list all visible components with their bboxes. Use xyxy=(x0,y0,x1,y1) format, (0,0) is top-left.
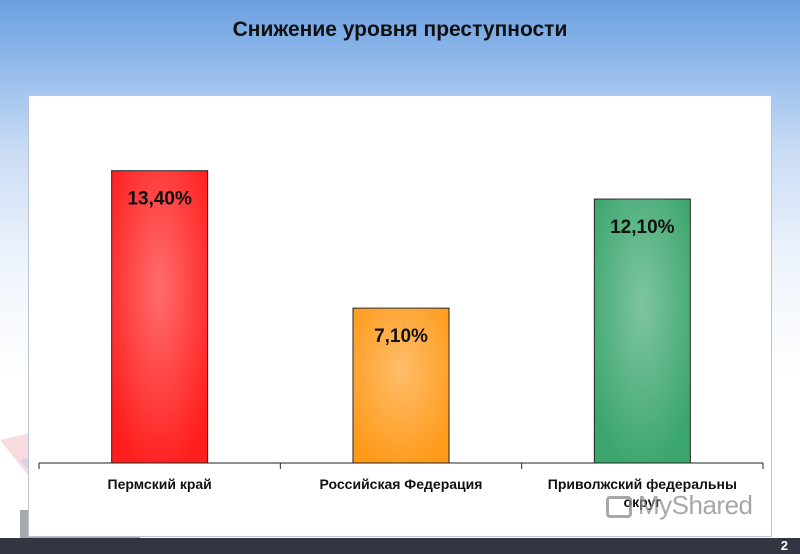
bar-value-label: 7,10% xyxy=(374,326,428,347)
bar-shine-3 xyxy=(594,199,691,463)
watermark-logo: MyShared xyxy=(606,490,766,526)
bar-value-label: 12,10% xyxy=(610,217,675,238)
bar-value-label: 13,40% xyxy=(127,189,192,210)
bar-chart: 13,40% Пермский край 7,10% Российская Федер… xyxy=(38,170,764,510)
category-label: округ xyxy=(624,494,662,510)
bar-shine-2 xyxy=(353,308,449,463)
page-number: 2 xyxy=(780,538,788,553)
category-label: Российская Федерация xyxy=(320,476,483,492)
bar-shine-1 xyxy=(111,170,208,463)
chart-frame: 13,40% Пермский край 7,10% Российская Федер… xyxy=(28,95,772,537)
category-label: Пермский край xyxy=(108,476,212,492)
footer-bar: 2 xyxy=(0,538,800,554)
slide-title: Снижение уровня преступности xyxy=(232,18,568,41)
watermark-text: MyShared xyxy=(638,490,753,520)
watermark-icon xyxy=(606,496,632,519)
category-label: Приволжский федеральны xyxy=(548,476,737,492)
